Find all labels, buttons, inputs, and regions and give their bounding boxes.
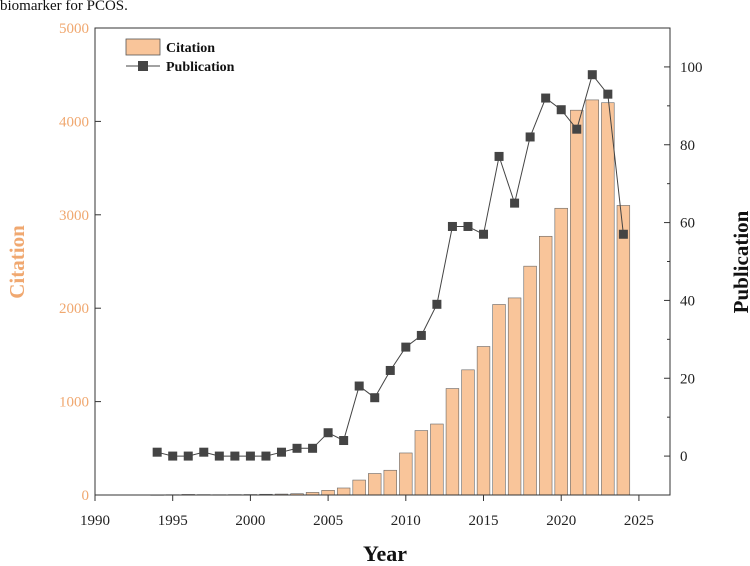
publication-point-2019 bbox=[541, 93, 551, 103]
citation-bar-2022 bbox=[585, 99, 599, 496]
citation-bar-2013 bbox=[445, 388, 460, 496]
publication-point-2002 bbox=[276, 447, 286, 457]
publication-point-2011 bbox=[416, 330, 426, 340]
y-left-tick-label: 3000 bbox=[59, 208, 89, 224]
citation-bars bbox=[150, 99, 631, 496]
y-left-tick-label: 4000 bbox=[59, 114, 89, 130]
publication-point-2008 bbox=[370, 393, 380, 403]
publication-point-1996 bbox=[183, 451, 193, 461]
publication-line bbox=[157, 73, 624, 457]
publication-point-1994 bbox=[152, 447, 162, 457]
publication-point-2021 bbox=[572, 124, 582, 134]
publication-point-1999 bbox=[230, 451, 240, 461]
citation-bar-2006 bbox=[336, 487, 351, 496]
citation-bar-2015 bbox=[476, 346, 491, 496]
x-tick-label: 2025 bbox=[624, 513, 654, 529]
publication-point-2015 bbox=[479, 229, 489, 239]
citation-bar-2014 bbox=[461, 369, 475, 496]
legend-citation-swatch bbox=[125, 38, 161, 56]
publication-point-1995 bbox=[168, 451, 178, 461]
publication-point-2006 bbox=[339, 436, 349, 446]
y-left-tick-label: 0 bbox=[82, 488, 90, 504]
plot-frame bbox=[94, 27, 671, 496]
publication-line-series bbox=[152, 70, 628, 461]
legend-citation-label: Citation bbox=[166, 41, 215, 56]
citation-bar-2012 bbox=[430, 423, 444, 496]
publication-point-2007 bbox=[354, 381, 364, 391]
y-right-tick-label: 0 bbox=[680, 449, 688, 465]
citation-bar-2011 bbox=[414, 430, 429, 496]
x-tick-label: 1990 bbox=[80, 513, 110, 529]
citation-bar-2020 bbox=[554, 207, 568, 496]
publication-point-2017 bbox=[510, 198, 520, 208]
publication-point-2003 bbox=[292, 443, 302, 453]
x-tick-label: 2020 bbox=[546, 513, 576, 529]
citation-bar-2021 bbox=[570, 109, 584, 496]
x-tick-label: 2015 bbox=[469, 513, 499, 529]
publication-point-2018 bbox=[525, 132, 535, 142]
caption-fragment: biomarker for PCOS. bbox=[0, 0, 128, 14]
publication-point-1998 bbox=[214, 451, 224, 461]
citation-bar-2023 bbox=[601, 102, 615, 496]
citation-bar-2005 bbox=[321, 490, 335, 496]
x-tick-label: 2000 bbox=[235, 513, 265, 529]
citation-bar-2016 bbox=[492, 304, 506, 496]
publication-point-2012 bbox=[432, 299, 442, 309]
citation-bar-2018 bbox=[523, 265, 537, 496]
publication-point-2014 bbox=[463, 221, 473, 231]
x-tick-label: 2005 bbox=[313, 513, 343, 529]
citation-bar-2008 bbox=[368, 473, 382, 496]
publication-point-2009 bbox=[385, 365, 395, 375]
y-axis-left-label: Citation bbox=[5, 225, 29, 299]
publication-point-2016 bbox=[494, 151, 504, 161]
publication-point-2004 bbox=[308, 443, 318, 453]
citation-bar-2010 bbox=[399, 452, 413, 496]
y-right-tick-label: 100 bbox=[680, 60, 703, 76]
legend-publication-marker bbox=[138, 61, 148, 71]
publication-point-2000 bbox=[245, 451, 255, 461]
publication-point-2010 bbox=[401, 342, 411, 352]
publication-point-2024 bbox=[618, 229, 628, 239]
x-axis-label: Year bbox=[363, 541, 407, 566]
y-right-tick-label: 80 bbox=[680, 138, 695, 154]
y-axis-right-label: Publication bbox=[729, 210, 750, 313]
y-left-tick-label: 2000 bbox=[59, 301, 89, 317]
citation-bar-2009 bbox=[383, 469, 397, 496]
citation-bar-2024 bbox=[616, 205, 631, 496]
publication-point-2020 bbox=[556, 105, 566, 115]
publication-point-2005 bbox=[323, 428, 333, 438]
publication-point-2023 bbox=[603, 89, 613, 99]
legend: Citation Publication bbox=[125, 38, 235, 75]
y-left-tick-label: 5000 bbox=[59, 21, 89, 37]
citation-bar-2019 bbox=[539, 235, 553, 496]
publication-point-2022 bbox=[587, 70, 597, 80]
publication-point-2001 bbox=[261, 451, 271, 461]
legend-publication-label: Publication bbox=[166, 60, 235, 75]
y-left-tick-label: 1000 bbox=[59, 395, 89, 411]
x-tick-label: 1995 bbox=[158, 513, 188, 529]
y-right-tick-label: 60 bbox=[680, 216, 695, 232]
x-tick-label: 2010 bbox=[391, 513, 421, 529]
y-right-tick-label: 40 bbox=[680, 293, 695, 309]
citation-bar-2017 bbox=[507, 297, 522, 496]
citation-bar-2007 bbox=[352, 479, 366, 496]
y-right-tick-label: 20 bbox=[680, 371, 695, 387]
publication-point-1997 bbox=[199, 447, 209, 457]
chart-axes: 0 1000 2000 3000 4000 5000 0 20 40 60 80 100 1990 199… bbox=[59, 21, 703, 529]
publication-point-2013 bbox=[447, 221, 457, 231]
